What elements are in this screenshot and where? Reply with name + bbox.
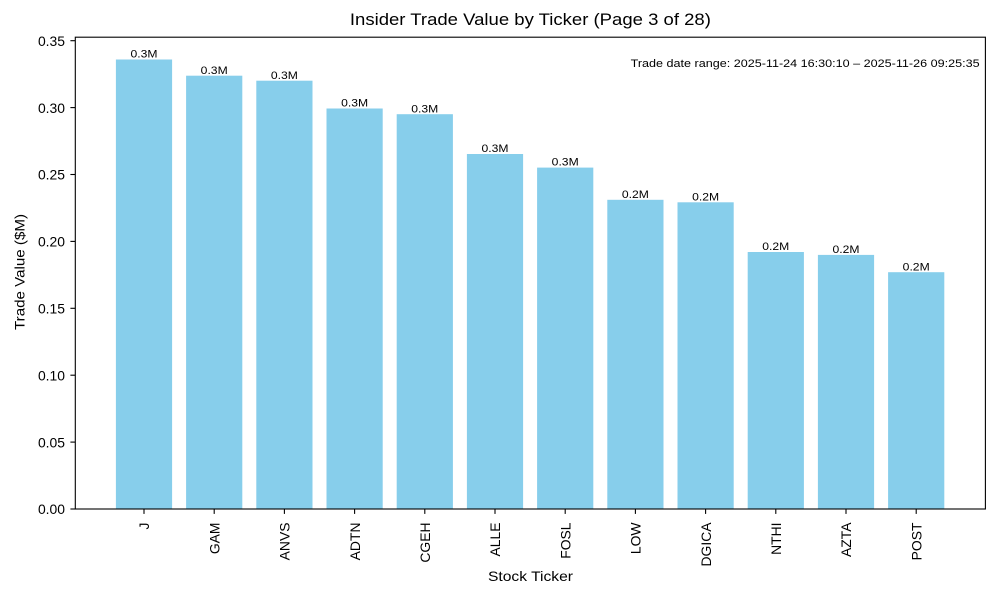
svg-text:0.2M: 0.2M	[903, 261, 930, 273]
svg-text:0.3M: 0.3M	[552, 157, 579, 169]
svg-text:DGICA: DGICA	[698, 522, 714, 567]
svg-text:0.3M: 0.3M	[271, 70, 298, 82]
svg-text:J: J	[136, 523, 152, 530]
svg-text:Insider Trade Value by Ticker: Insider Trade Value by Ticker (Page 3 of…	[350, 10, 711, 29]
svg-text:NTHI: NTHI	[768, 523, 784, 555]
svg-text:0.3M: 0.3M	[201, 65, 228, 77]
svg-text:0.2M: 0.2M	[622, 189, 649, 201]
svg-text:0.10: 0.10	[38, 367, 65, 383]
svg-text:0.15: 0.15	[38, 301, 65, 317]
svg-text:POST: POST	[908, 522, 924, 560]
svg-text:0.2M: 0.2M	[762, 241, 789, 253]
svg-text:0.3M: 0.3M	[411, 103, 438, 115]
svg-text:LOW: LOW	[628, 522, 644, 555]
svg-text:0.30: 0.30	[38, 100, 65, 116]
svg-text:ANVS: ANVS	[277, 523, 293, 561]
svg-text:ALLE: ALLE	[487, 523, 503, 557]
svg-text:CGEH: CGEH	[417, 523, 433, 563]
svg-text:AZTA: AZTA	[838, 522, 854, 557]
svg-text:0.2M: 0.2M	[692, 191, 719, 203]
svg-text:0.2M: 0.2M	[833, 244, 860, 256]
svg-text:0.35: 0.35	[38, 33, 65, 49]
svg-text:Trade Value ($M): Trade Value ($M)	[12, 214, 28, 330]
svg-text:0.25: 0.25	[38, 167, 65, 183]
svg-text:0.20: 0.20	[38, 234, 65, 250]
svg-text:0.3M: 0.3M	[341, 98, 368, 110]
svg-text:0.00: 0.00	[38, 501, 65, 517]
svg-text:FOSL: FOSL	[557, 522, 573, 559]
svg-text:0.3M: 0.3M	[482, 143, 509, 155]
svg-text:ADTN: ADTN	[347, 523, 363, 561]
svg-text:0.05: 0.05	[38, 434, 65, 450]
svg-text:0.3M: 0.3M	[131, 49, 158, 61]
svg-text:Stock Ticker: Stock Ticker	[488, 568, 573, 584]
svg-text:GAM: GAM	[206, 523, 222, 555]
svg-text:Trade date range: 2025-11-24 1: Trade date range: 2025-11-24 16:30:10 – …	[631, 58, 980, 70]
